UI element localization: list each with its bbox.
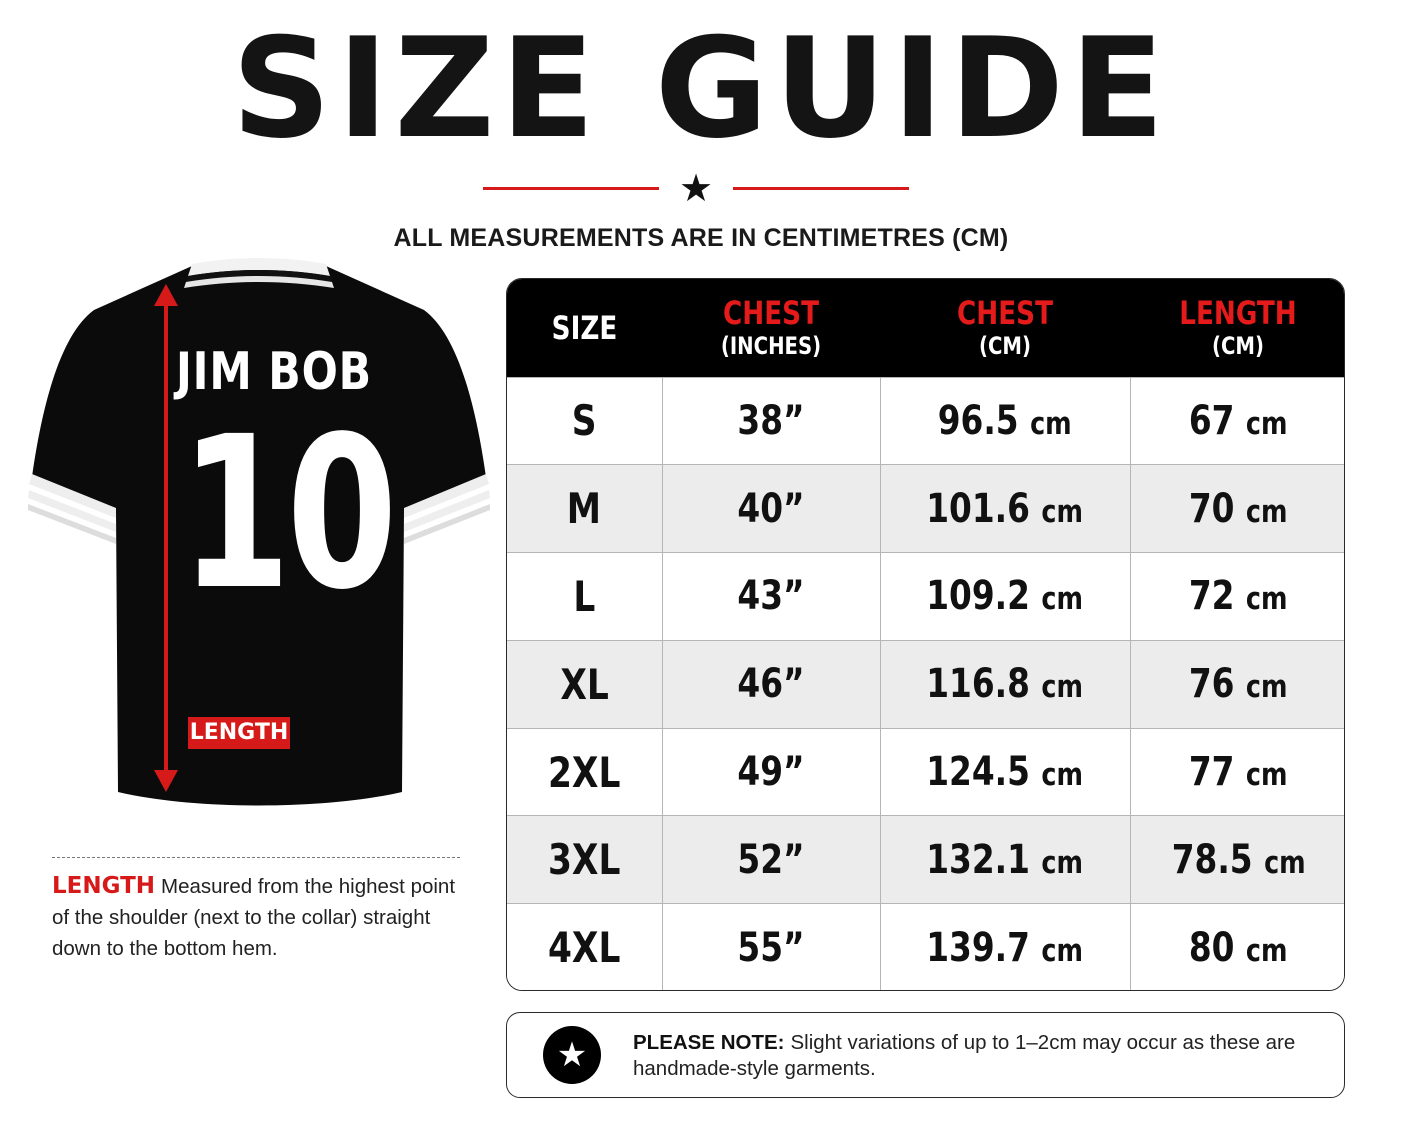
please-note-body: Slight variations of up to 1–2cm may occ… [633,1031,1296,1080]
star-icon: ★ [543,1026,601,1084]
header-chest-cm: CHEST (CM) [957,293,1053,360]
length-cm-cell: 76 cm [1130,639,1344,729]
table-row: 3XL 52” 132.1 cm 78.5 cm [507,815,1344,904]
page-title: SIZE GUIDE [231,8,1171,169]
header-size: SIZE [551,308,618,347]
size-cell: 4XL [507,903,663,990]
chest-cm-cell: 132.1 cm [880,815,1131,904]
title-star-icon: ★ [678,166,714,210]
chest-inches-cell: 38” [662,376,881,465]
chest-inches-cell: 52” [662,815,881,904]
table-row: S 38” 96.5 cm 67 cm [507,376,1344,465]
length-note: LENGTH Measured from the highest point of… [52,871,472,964]
size-cell: L [507,552,663,641]
jersey-right-cuff [404,474,489,518]
length-note-keyword: LENGTH [52,873,156,899]
size-cell: S [507,376,663,465]
chest-cm-cell: 124.5 cm [880,727,1131,816]
jersey-illustration [28,258,490,806]
table-row: 4XL 55” 139.7 cm 80 cm [507,903,1344,990]
length-tag: LENGTH [188,717,290,749]
size-cell: 2XL [507,727,663,816]
header-chest-inches: CHEST (INCHES) [720,293,822,360]
size-cell: 3XL [507,815,663,904]
chest-inches-cell: 43” [662,552,881,641]
length-cm-cell: 80 cm [1130,903,1344,990]
length-cm-cell: 72 cm [1130,552,1344,641]
length-cm-cell: 70 cm [1130,464,1344,553]
length-note-text: Measured from the highest point of the s… [52,875,456,960]
chest-inches-cell: 46” [662,639,881,729]
length-arrow-top-head [154,284,178,306]
jersey-collar [188,258,330,276]
chest-cm-cell: 116.8 cm [880,639,1131,729]
length-arrow-bottom-head [154,770,178,792]
jersey-number: 10 [180,391,398,636]
chest-cm-cell: 96.5 cm [880,376,1131,465]
jersey-body [32,261,486,806]
please-note-label: PLEASE NOTE: [633,1031,785,1054]
size-cell: XL [507,639,663,729]
header-length-cm: LENGTH (CM) [1179,293,1297,360]
table-row: M 40” 101.6 cm 70 cm [507,464,1344,553]
chest-cm-cell: 139.7 cm [880,903,1131,990]
table-header-row: SIZE CHEST (INCHES) CHEST (CM) LENGTH (C… [507,279,1344,377]
length-cm-cell: 78.5 cm [1130,815,1344,904]
please-note-text: PLEASE NOTE: Slight variations of up to 1… [633,1030,1313,1082]
table-row: L 43” 109.2 cm 72 cm [507,552,1344,641]
title-divider-left [483,187,659,190]
table-row: 2XL 49” 124.5 cm 77 cm [507,727,1344,816]
please-note-box: ★ PLEASE NOTE: Slight variations of up to… [506,1012,1345,1098]
chest-inches-cell: 40” [662,464,881,553]
length-cm-cell: 67 cm [1130,376,1344,465]
size-table: SIZE CHEST (INCHES) CHEST (CM) LENGTH (C… [506,278,1345,991]
chest-cm-cell: 109.2 cm [880,552,1131,641]
measurement-units-subtitle: ALL MEASUREMENTS ARE IN CENTIMETRES (CM) [393,224,1009,252]
table-row: XL 46” 116.8 cm 76 cm [507,639,1344,729]
chest-inches-cell: 55” [662,903,881,990]
chest-cm-cell: 101.6 cm [880,464,1131,553]
title-divider-right [733,187,909,190]
chest-inches-cell: 49” [662,727,881,816]
size-cell: M [507,464,663,553]
length-cm-cell: 77 cm [1130,727,1344,816]
jersey-left-cuff [29,474,116,518]
length-note-divider [52,857,460,858]
